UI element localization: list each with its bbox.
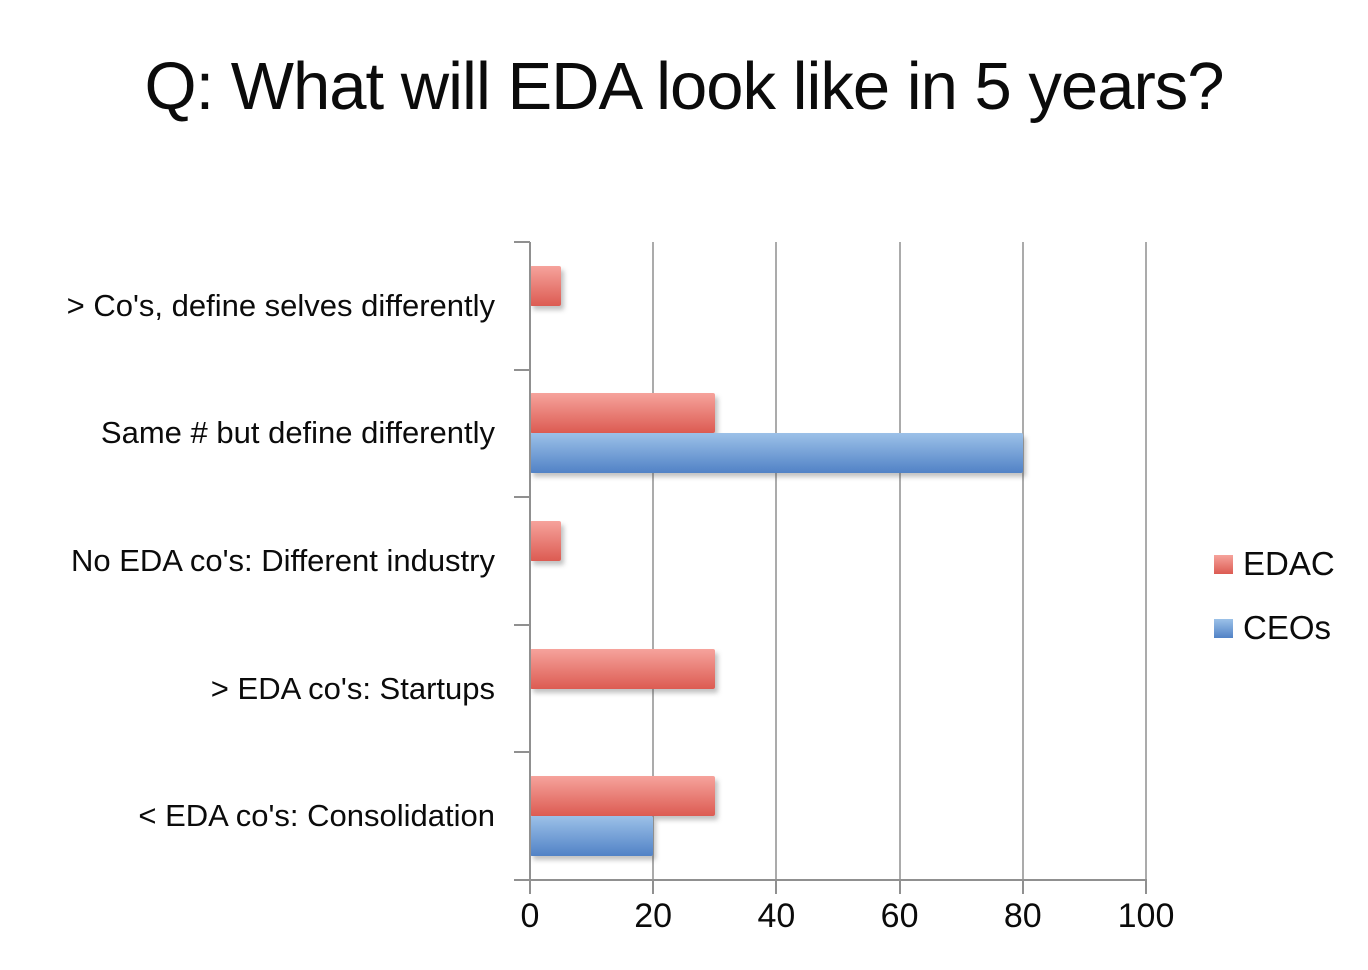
x-tick-label-60: 60 <box>880 897 919 935</box>
category-tick <box>514 241 530 243</box>
category-label-3: > EDA co's: Startups <box>210 670 495 706</box>
category-label-0: > Co's, define selves differently <box>66 287 495 323</box>
value-tick-20 <box>652 880 655 894</box>
y-axis-line <box>529 242 531 893</box>
category-axis-labels: > Co's, define selves differently Same # … <box>0 242 495 880</box>
x-tick-label-100: 100 <box>1117 897 1175 935</box>
legend-label-edac: EDAC <box>1243 545 1335 582</box>
bar-edac-row4 <box>530 776 715 817</box>
gridline-20 <box>652 242 655 880</box>
legend-item-ceos: CEOs <box>1214 609 1335 647</box>
x-axis-line <box>515 879 1147 881</box>
value-tick-100 <box>1145 880 1147 894</box>
bar-edac-row1 <box>530 393 715 434</box>
value-tick-60 <box>898 880 901 894</box>
x-tick-label-0: 0 <box>520 897 540 935</box>
category-label-4: < EDA co's: Consolidation <box>138 798 495 834</box>
value-tick-80 <box>1021 880 1024 894</box>
ceos-series-swatch-icon <box>1214 618 1233 638</box>
category-tick <box>514 751 530 753</box>
bar-ceos-row4 <box>530 816 654 857</box>
value-tick-40 <box>775 880 778 894</box>
bar-edac-row0 <box>530 265 561 306</box>
category-label-1: Same # but define differently <box>100 415 495 451</box>
bar-edac-row3 <box>530 648 715 689</box>
gridline-40 <box>775 242 778 880</box>
edac-series-swatch-icon <box>1214 554 1233 574</box>
legend-label-ceos: CEOs <box>1243 609 1332 646</box>
legend: EDAC CEOs <box>1214 545 1335 673</box>
gridline-60 <box>898 242 901 880</box>
value-axis-labels: 0 20 40 60 80 100 <box>521 897 1175 947</box>
category-tick <box>514 369 530 371</box>
plot-area <box>514 241 1147 894</box>
chart-title: Q: What will EDA look like in 5 years? <box>144 49 1224 124</box>
gridline-100 <box>1145 242 1147 880</box>
x-tick-label-20: 20 <box>634 897 673 935</box>
x-tick-label-80: 80 <box>1003 897 1042 935</box>
category-tick <box>514 624 530 626</box>
gridline-80 <box>1021 242 1024 880</box>
bar-edac-row2 <box>530 521 561 561</box>
category-label-2: No EDA co's: Different industry <box>70 543 495 578</box>
category-tick <box>514 496 530 498</box>
legend-item-edac: EDAC <box>1214 545 1335 583</box>
x-tick-label-40: 40 <box>757 897 796 935</box>
bar-ceos-row1 <box>530 433 1023 474</box>
